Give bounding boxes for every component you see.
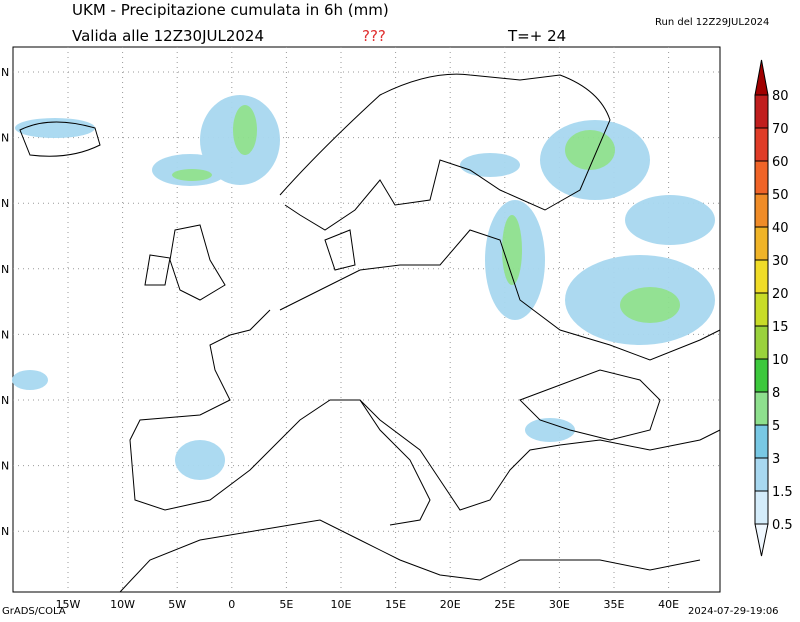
title: UKM - Precipitazione cumulata in 6h (mm) (72, 1, 389, 19)
lon-label: 10W (110, 598, 135, 611)
colorbar-label: 50 (772, 188, 789, 203)
lon-label: 35E (604, 598, 625, 611)
footer-left: GrADS/COLA (2, 606, 66, 617)
colorbar-label: 80 (772, 89, 789, 104)
lat-label: N (1, 132, 9, 145)
colorbar-label: 15 (772, 320, 789, 335)
map-frame (12, 46, 721, 593)
lon-label: 20E (440, 598, 461, 611)
colorbar-box (754, 94, 769, 129)
colorbar-label: 8 (772, 386, 780, 401)
lon-label: 40E (658, 598, 679, 611)
colorbar-label: 5 (772, 419, 780, 434)
lon-label: 30E (549, 598, 570, 611)
colorbar-box (754, 160, 769, 195)
lon-label: 15W (56, 598, 81, 611)
colorbar-label: 3 (772, 452, 780, 467)
colorbar-label: 0.5 (772, 518, 793, 533)
colorbar-box (754, 226, 769, 261)
colorbar-label: 30 (772, 254, 789, 269)
colorbar-label: 40 (772, 221, 789, 236)
colorbar-end (754, 523, 769, 557)
lat-label: N (1, 197, 9, 210)
flag: ??? (362, 27, 386, 45)
footer-right: 2024-07-29-19:06 (688, 606, 779, 617)
colorbar-box (754, 391, 769, 426)
colorbar-end (754, 59, 769, 96)
lon-label: 25E (494, 598, 515, 611)
lat-label: N (1, 328, 9, 341)
lat-label: N (1, 394, 9, 407)
colorbar-box (754, 358, 769, 393)
lon-label: 5E (279, 598, 293, 611)
lon-label: 0 (228, 598, 235, 611)
colorbar-box (754, 325, 769, 360)
colorbar-label: 70 (772, 122, 789, 137)
lat-label: N (1, 525, 9, 538)
colorbar-box (754, 457, 769, 492)
colorbar-box (754, 259, 769, 294)
colorbar-label: 10 (772, 353, 789, 368)
colorbar-label: 20 (772, 287, 789, 302)
colorbar-box (754, 292, 769, 327)
colorbar-box (754, 424, 769, 459)
lon-label: 10E (331, 598, 352, 611)
valid-time: Valida alle 12Z30JUL2024 (72, 27, 264, 45)
colorbar-label: 1.5 (772, 485, 793, 500)
colorbar-box (754, 193, 769, 228)
colorbar-box (754, 490, 769, 525)
lat-label: N (1, 66, 9, 79)
colorbar-label: 60 (772, 155, 789, 170)
lon-label: 15E (385, 598, 406, 611)
lat-label: N (1, 263, 9, 276)
run-info: Run del 12Z29JUL2024 (655, 17, 769, 28)
colorbar-box (754, 127, 769, 162)
lat-label: N (1, 460, 9, 473)
forecast-step: T=+ 24 (507, 27, 566, 45)
lon-label: 5W (168, 598, 186, 611)
